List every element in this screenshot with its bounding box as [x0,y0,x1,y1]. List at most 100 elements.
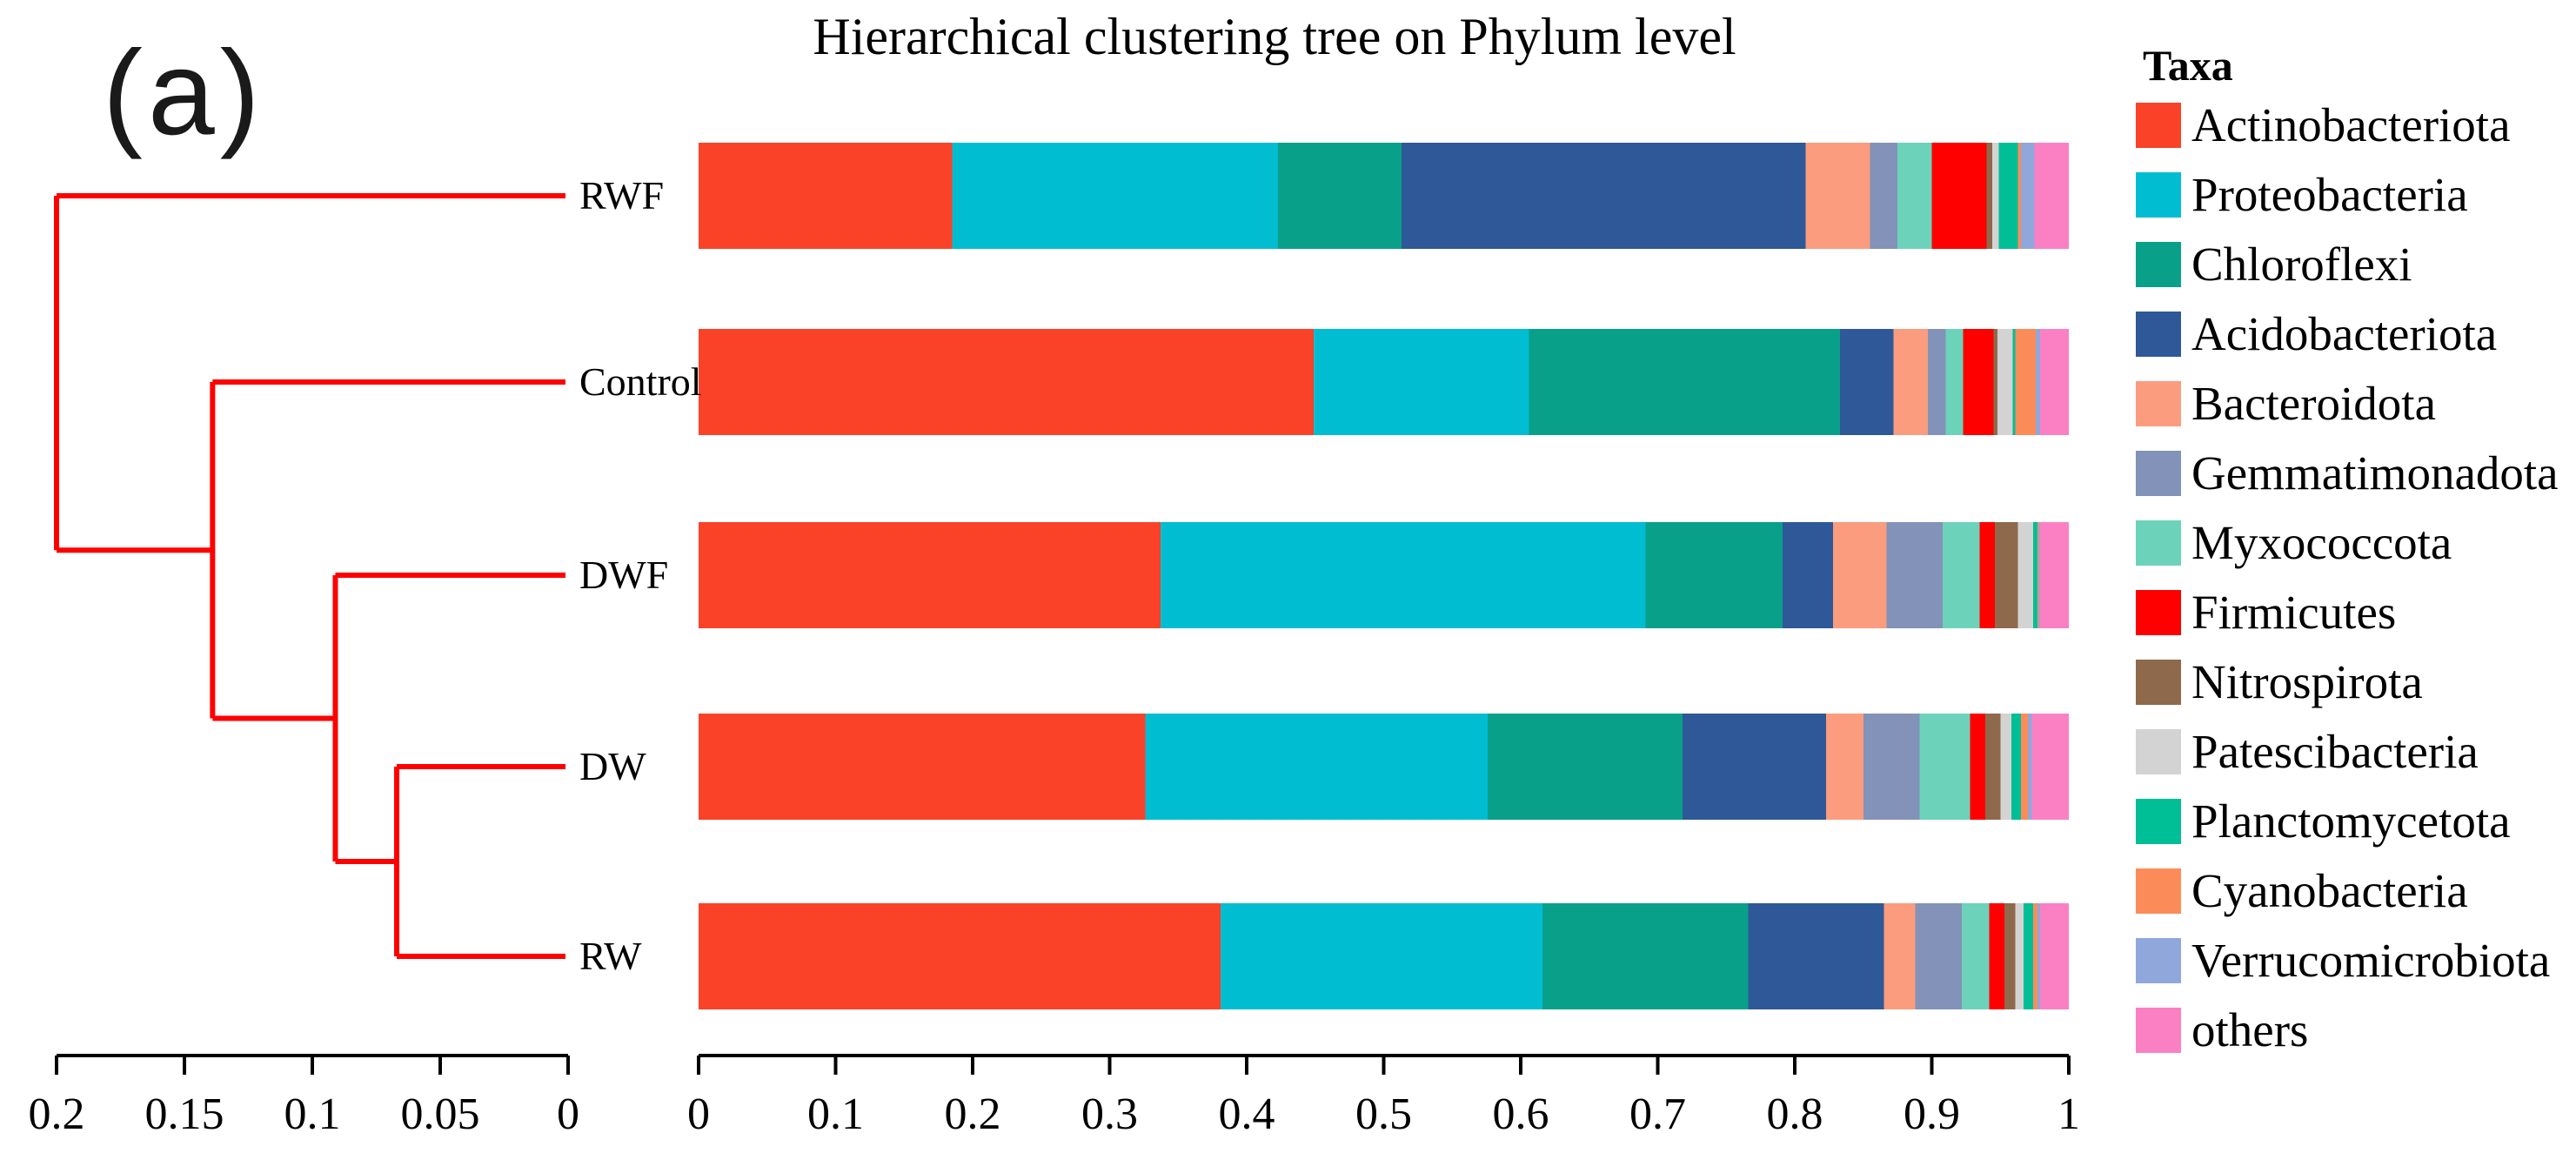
legend-label: Cyanobacteria [2191,864,2468,917]
bar-segment-RW-Planctomycetota [2024,903,2034,1009]
bar-segment-RW-Proteobacteria [1221,903,1543,1009]
chart-title: Hierarchical clustering tree on Phylum l… [813,8,1736,65]
bar-segment-RW-others [2039,903,2069,1009]
bar-segment-DWF-Firmicutes [1979,522,1995,628]
bar-segment-RW-Nitrospirota [2004,903,2016,1009]
bar-segment-DWF-Actinobacteriota [699,522,1161,628]
bar-segment-DW-Bacteroidota [1826,714,1863,820]
legend-title: Taxa [2143,41,2233,90]
bar-tick-label: 0.4 [1219,1089,1275,1139]
bar-tick-label: 0.6 [1493,1089,1549,1139]
legend-item-Verrucomicrobiota: Verrucomicrobiota [2136,936,2571,984]
dendrogram-tick-label: 0.1 [284,1089,341,1139]
bar-segment-RWF-Patescibacteria [1991,143,1999,249]
bar-segment-Control-Bacteroidota [1893,329,1928,435]
bar-segment-Control-Patescibacteria [1997,329,2013,435]
bar-segment-DWF-Nitrospirota [1994,522,2018,628]
bar-segment-DWF-Gemmatimonadota [1886,522,1944,628]
legend-item-Actinobacteriota: Actinobacteriota [2136,98,2571,151]
bar-segment-DW-others [2031,714,2069,820]
legend-item-Bacteroidota: Bacteroidota [2136,377,2571,430]
bar-segment-DWF-Chloroflexi [1645,522,1783,628]
bar-segment-RW-Chloroflexi [1542,903,1749,1009]
bar-segment-DWF-Acidobacteriota [1782,522,1834,628]
bar-segment-RW-Bacteroidota [1883,903,1916,1009]
bar-tick-label: 0.7 [1629,1089,1686,1139]
legend-label: Bacteroidota [2191,377,2436,430]
legend-swatch-icon [2136,103,2181,148]
legend-label: Planctomycetota [2191,794,2511,848]
bar-segment-RWF-Bacteroidota [1805,143,1870,249]
bar-segment-Control-others [2039,329,2069,435]
bar-segment-Control-Planctomycetota [2012,329,2016,435]
legend-label: Firmicutes [2191,586,2397,639]
legend-item-Planctomycetota: Planctomycetota [2136,794,2571,848]
bar-segment-RWF-Firmicutes [1931,143,1987,249]
bar-segment-DW-Planctomycetota [2011,714,2021,820]
bar-segment-Control-Actinobacteriota [699,329,1315,435]
bar-tick-label: 0.9 [1904,1089,1960,1139]
bar-segment-RW-Verrucomicrobiota [2037,903,2040,1009]
bar-segment-RWF-Actinobacteriota [699,143,953,249]
legend-swatch-icon [2136,799,2181,844]
bar-segment-Control-Firmicutes [1963,329,1994,435]
bar-tick-label: 0.5 [1355,1089,1412,1139]
bar-tick-label: 1 [2057,1089,2080,1139]
dendrogram-tick-label: 0.05 [401,1089,480,1139]
legend-item-others: others [2136,1006,2571,1054]
bar-segment-DW-Cyanobacteria [2020,714,2028,820]
bar-segment-Control-Myxococcota [1945,329,1964,435]
bar-segment-DWF-Bacteroidota [1833,522,1887,628]
legend-label: Nitrospirota [2191,655,2423,708]
bar-segment-DWF-Planctomycetota [2033,522,2037,628]
legend-swatch-icon [2136,868,2181,914]
bar-segment-RW-Cyanobacteria [2033,903,2037,1009]
legend-swatch-icon [2136,172,2181,218]
bar-segment-RWF-Cyanobacteria [2017,143,2021,249]
legend-swatch-icon [2136,312,2181,357]
bar-segment-RWF-Myxococcota [1897,143,1932,249]
bar-segment-DW-Proteobacteria [1145,714,1489,820]
bar-segment-RW-Acidobacteriota [1748,903,1884,1009]
bar-segment-DWF-Proteobacteria [1160,522,1646,628]
legend-swatch-icon [2136,938,2181,983]
leaf-label-RWF: RWF [579,173,665,218]
legend-item-Nitrospirota: Nitrospirota [2136,655,2571,708]
bar-segment-Control-Gemmatimonadota [1927,329,1946,435]
dendrogram-tick-label: 0.2 [29,1089,85,1139]
legend-swatch-icon [2136,520,2181,566]
bar-segment-RW-Gemmatimonadota [1915,903,1963,1009]
bar-segment-RW-Myxococcota [1962,903,1990,1009]
legend-item-Firmicutes: Firmicutes [2136,586,2571,639]
legend-item-Proteobacteria: Proteobacteria [2136,171,2571,218]
bar-tick-label: 0.8 [1767,1089,1823,1139]
bar-segment-Control-Proteobacteria [1314,329,1529,435]
legend-item-Patescibacteria: Patescibacteria [2136,727,2571,775]
bar-segment-Control-Chloroflexi [1529,329,1840,435]
bar-segment-DWF-Cyanobacteria [2037,522,2039,628]
bar-segment-RWF-Gemmatimonadota [1870,143,1898,249]
legend-swatch-icon [2136,1008,2181,1053]
legend-swatch-icon [2136,590,2181,635]
legend-swatch-icon [2136,381,2181,426]
bar-segment-RW-Patescibacteria [2015,903,2024,1009]
bar-segment-RWF-Acidobacteriota [1401,143,1806,249]
bar-segment-DWF-Verrucomicrobiota [2038,522,2040,628]
bar-segment-RWF-Verrucomicrobiota [2020,143,2035,249]
bar-segment-Control-Verrucomicrobiota [2036,329,2040,435]
bar-tick-label: 0.3 [1081,1089,1138,1139]
bar-segment-DW-Verrucomicrobiota [2027,714,2032,820]
bar-segment-DW-Acidobacteriota [1682,714,1827,820]
legend-item-Gemmatimonadota: Gemmatimonadota [2136,446,2571,499]
bar-tick-label: 0.1 [807,1089,864,1139]
legend-item-Cyanobacteria: Cyanobacteria [2136,864,2571,917]
bar-segment-DW-Myxococcota [1919,714,1970,820]
legend-swatch-icon [2136,729,2181,774]
legend-item-Myxococcota: Myxococcota [2136,519,2571,566]
legend-items: Actinobacteriota Proteobacteria Chloroflex… [2136,98,2571,1054]
bar-segment-DWF-Myxococcota [1943,522,1980,628]
legend-label: Actinobacteriota [2191,98,2511,151]
leaf-label-RW: RW [579,934,642,978]
legend-label: Gemmatimonadota [2191,446,2559,499]
